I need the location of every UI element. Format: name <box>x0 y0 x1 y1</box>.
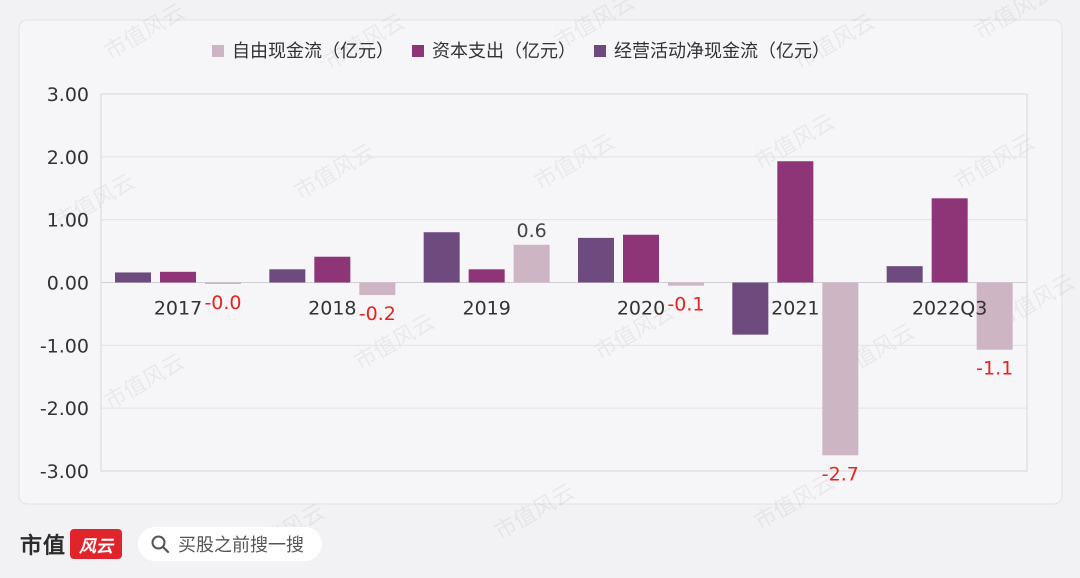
data-label: -0.1 <box>667 294 704 316</box>
y-tick-label: -1.00 <box>40 335 89 357</box>
y-tick-label: 3.00 <box>47 84 89 106</box>
bar <box>359 282 396 296</box>
bars-layer <box>115 161 1013 456</box>
legend-swatch <box>594 45 606 57</box>
x-tick-label: 2022Q3 <box>912 298 987 320</box>
bar <box>777 161 814 283</box>
plot-area-border <box>100 93 1028 472</box>
legend-swatch <box>212 45 224 57</box>
y-tick-label: -2.00 <box>40 398 89 420</box>
bar <box>269 269 306 283</box>
bar <box>822 282 859 456</box>
bar <box>623 234 659 283</box>
y-tick-label: 1.00 <box>47 210 89 232</box>
bar <box>578 237 614 283</box>
footer-bar: 市值 风云 买股之前搜一搜 <box>20 524 323 564</box>
x-tick-label: 2019 <box>462 298 510 320</box>
bar <box>732 282 769 335</box>
x-tick-label: 2021 <box>771 298 819 320</box>
data-label: -0.2 <box>359 303 396 325</box>
bar <box>513 244 550 283</box>
x-tick-label: 2018 <box>308 298 356 320</box>
brand-logo: 风云 <box>70 529 123 559</box>
bar <box>160 271 196 283</box>
y-tick-label: 2.00 <box>47 147 89 169</box>
legend-label: 资本支出（亿元） <box>432 41 576 62</box>
brand-name: 市值 <box>20 534 67 559</box>
y-tick-label: 0.00 <box>47 273 89 295</box>
bar <box>468 269 505 283</box>
bar <box>314 256 351 283</box>
x-tick-label: 2017 <box>154 298 202 320</box>
bar <box>976 282 1013 350</box>
legend-swatch <box>412 45 424 57</box>
data-label: -1.1 <box>976 358 1013 380</box>
search-box[interactable]: 买股之前搜一搜 <box>138 527 323 561</box>
grid-layer: 3.00 2.00 1.00 0.00 -1.00 -2.00 -3.00 <box>40 84 1028 483</box>
data-label: 0.6 <box>517 220 547 242</box>
bar <box>931 198 968 283</box>
legend-label: 自由现金流（亿元） <box>232 41 394 62</box>
bar <box>668 282 704 286</box>
y-tick-label: -3.00 <box>40 461 89 483</box>
legend-label: 经营活动净现金流（亿元） <box>614 41 830 62</box>
bar <box>115 272 151 283</box>
x-tick-label: 2020 <box>617 298 665 320</box>
bar <box>886 266 923 283</box>
search-placeholder: 买股之前搜一搜 <box>178 535 305 556</box>
bar <box>205 282 241 284</box>
legend: 自由现金流（亿元） 资本支出（亿元） 经营活动净现金流（亿元） <box>212 41 830 62</box>
bar <box>423 232 460 283</box>
data-label: -0.0 <box>204 292 241 314</box>
data-label: -2.7 <box>822 463 859 485</box>
search-icon <box>151 535 170 554</box>
